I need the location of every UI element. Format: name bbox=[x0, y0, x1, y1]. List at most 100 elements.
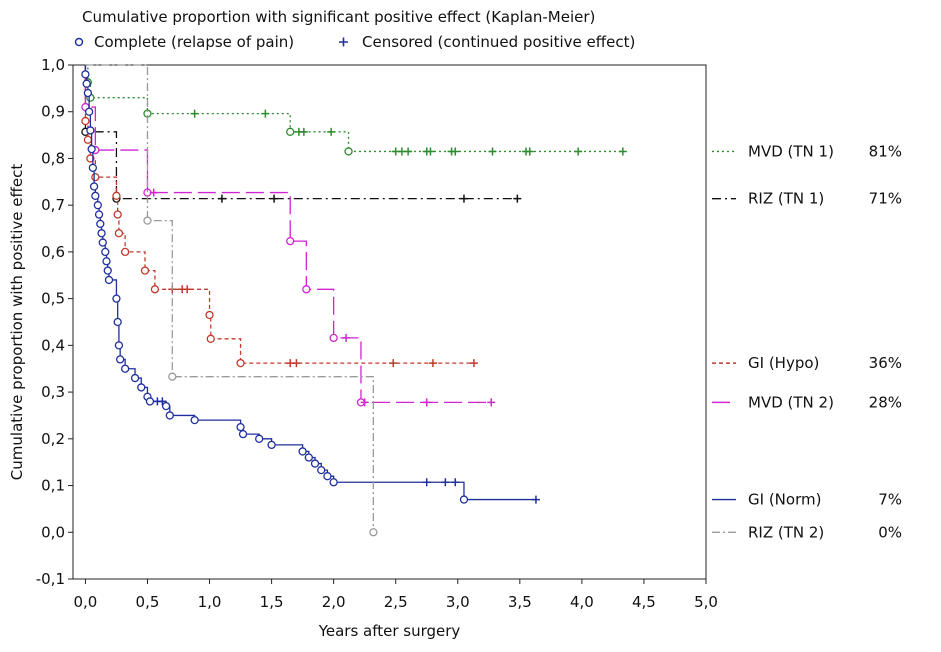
event-marker bbox=[459, 495, 469, 504]
event-marker bbox=[101, 247, 110, 257]
event-marker bbox=[102, 257, 111, 266]
event-marker bbox=[329, 333, 338, 343]
legend-name: RIZ (TN 1) bbox=[748, 190, 824, 208]
event-marker bbox=[98, 238, 107, 247]
event-marker bbox=[190, 415, 199, 425]
plot-frame bbox=[72, 64, 707, 580]
event-marker bbox=[116, 355, 125, 364]
event-marker bbox=[96, 219, 105, 229]
y-tick-label: 0,3 bbox=[41, 383, 65, 401]
header-complete-label: Complete (relapse of pain) bbox=[94, 33, 294, 51]
x-tick-label: 1,0 bbox=[198, 593, 222, 611]
km-step-line bbox=[84, 65, 474, 364]
event-marker bbox=[112, 294, 121, 303]
event-marker bbox=[113, 317, 122, 327]
event-marker bbox=[83, 135, 93, 144]
legend-percent: 7% bbox=[878, 491, 902, 509]
event-marker bbox=[161, 401, 171, 411]
legend-percent: 0% bbox=[878, 523, 902, 541]
x-tick-label: 1,5 bbox=[260, 593, 284, 611]
y-tick-label: 0,5 bbox=[41, 290, 65, 308]
event-marker bbox=[145, 397, 155, 406]
y-axis-label: Cumulative proportion with positive effe… bbox=[8, 164, 26, 481]
event-marker bbox=[140, 266, 150, 275]
event-marker bbox=[329, 478, 338, 487]
event-marker bbox=[112, 191, 121, 200]
censored-marker bbox=[459, 194, 468, 203]
censored-marker bbox=[270, 194, 279, 203]
event-marker bbox=[86, 126, 95, 135]
censored-marker bbox=[531, 495, 540, 504]
event-marker bbox=[84, 107, 94, 116]
censored-marker bbox=[618, 147, 627, 156]
y-tick-label: 0,6 bbox=[41, 243, 65, 261]
event-marker bbox=[286, 127, 295, 136]
censored-marker bbox=[487, 398, 496, 407]
event-marker bbox=[302, 285, 311, 294]
event-marker bbox=[82, 79, 91, 88]
event-marker bbox=[81, 70, 90, 79]
censored-marker bbox=[451, 147, 460, 156]
event-marker bbox=[93, 201, 102, 210]
event-marker bbox=[114, 229, 124, 238]
event-marker bbox=[344, 147, 353, 156]
censored-marker bbox=[422, 478, 431, 487]
series-gi-norm bbox=[81, 65, 736, 504]
event-marker bbox=[97, 229, 106, 238]
event-marker bbox=[89, 182, 99, 191]
x-tick-label: 4,0 bbox=[570, 593, 594, 611]
legend-name: RIZ (TN 2) bbox=[748, 523, 824, 541]
chart-title: Cumulative proportion with significant p… bbox=[82, 8, 595, 26]
censored-marker bbox=[426, 147, 435, 156]
y-tick-label: 1,0 bbox=[41, 56, 65, 74]
y-tick-label: 0,4 bbox=[41, 336, 65, 354]
event-marker bbox=[113, 210, 122, 219]
x-tick-label: 2,0 bbox=[322, 593, 346, 611]
x-tick-label: 3,5 bbox=[508, 593, 532, 611]
x-tick-label: 5,0 bbox=[694, 593, 718, 611]
event-marker bbox=[94, 210, 104, 219]
series-riz-tn-2 bbox=[85, 64, 736, 537]
series-gi-hypo bbox=[81, 65, 736, 368]
series-mvd-tn-1 bbox=[83, 64, 736, 156]
censored-marker bbox=[422, 398, 431, 407]
y-tick-label: -0,1 bbox=[36, 570, 65, 588]
censored-marker bbox=[292, 359, 301, 368]
event-marker bbox=[168, 372, 177, 381]
event-marker bbox=[267, 440, 276, 450]
legend-name: MVD (TN 2) bbox=[748, 393, 834, 411]
censored-marker bbox=[217, 194, 226, 203]
event-marker bbox=[206, 334, 215, 343]
event-marker bbox=[104, 275, 114, 285]
event-marker bbox=[286, 237, 295, 246]
x-tick-label: 0,0 bbox=[73, 593, 97, 611]
event-marker bbox=[143, 216, 152, 225]
series-riz-tn-1 bbox=[81, 65, 736, 203]
event-marker bbox=[83, 88, 93, 98]
header-complete-marker bbox=[74, 37, 84, 47]
censored-marker bbox=[190, 109, 199, 118]
censored-marker bbox=[389, 359, 398, 368]
km-step-line bbox=[84, 65, 492, 404]
event-marker bbox=[165, 411, 174, 420]
event-marker bbox=[103, 266, 112, 275]
event-marker bbox=[369, 528, 378, 537]
censored-marker bbox=[404, 147, 413, 156]
legend-name: GI (Norm) bbox=[748, 491, 821, 509]
event-marker bbox=[120, 247, 130, 257]
censored-marker bbox=[299, 127, 308, 136]
event-marker bbox=[317, 465, 326, 475]
event-marker bbox=[137, 383, 146, 392]
y-tick-label: 0,7 bbox=[41, 196, 65, 214]
censored-marker bbox=[441, 478, 450, 487]
event-marker bbox=[236, 422, 245, 432]
event-marker bbox=[86, 154, 95, 163]
censored-marker bbox=[428, 359, 437, 368]
event-marker bbox=[91, 191, 100, 200]
event-marker bbox=[310, 459, 320, 468]
y-tick-label: 0,9 bbox=[41, 103, 65, 121]
censored-marker bbox=[158, 397, 167, 406]
event-marker bbox=[238, 429, 248, 439]
censored-marker bbox=[342, 333, 351, 342]
